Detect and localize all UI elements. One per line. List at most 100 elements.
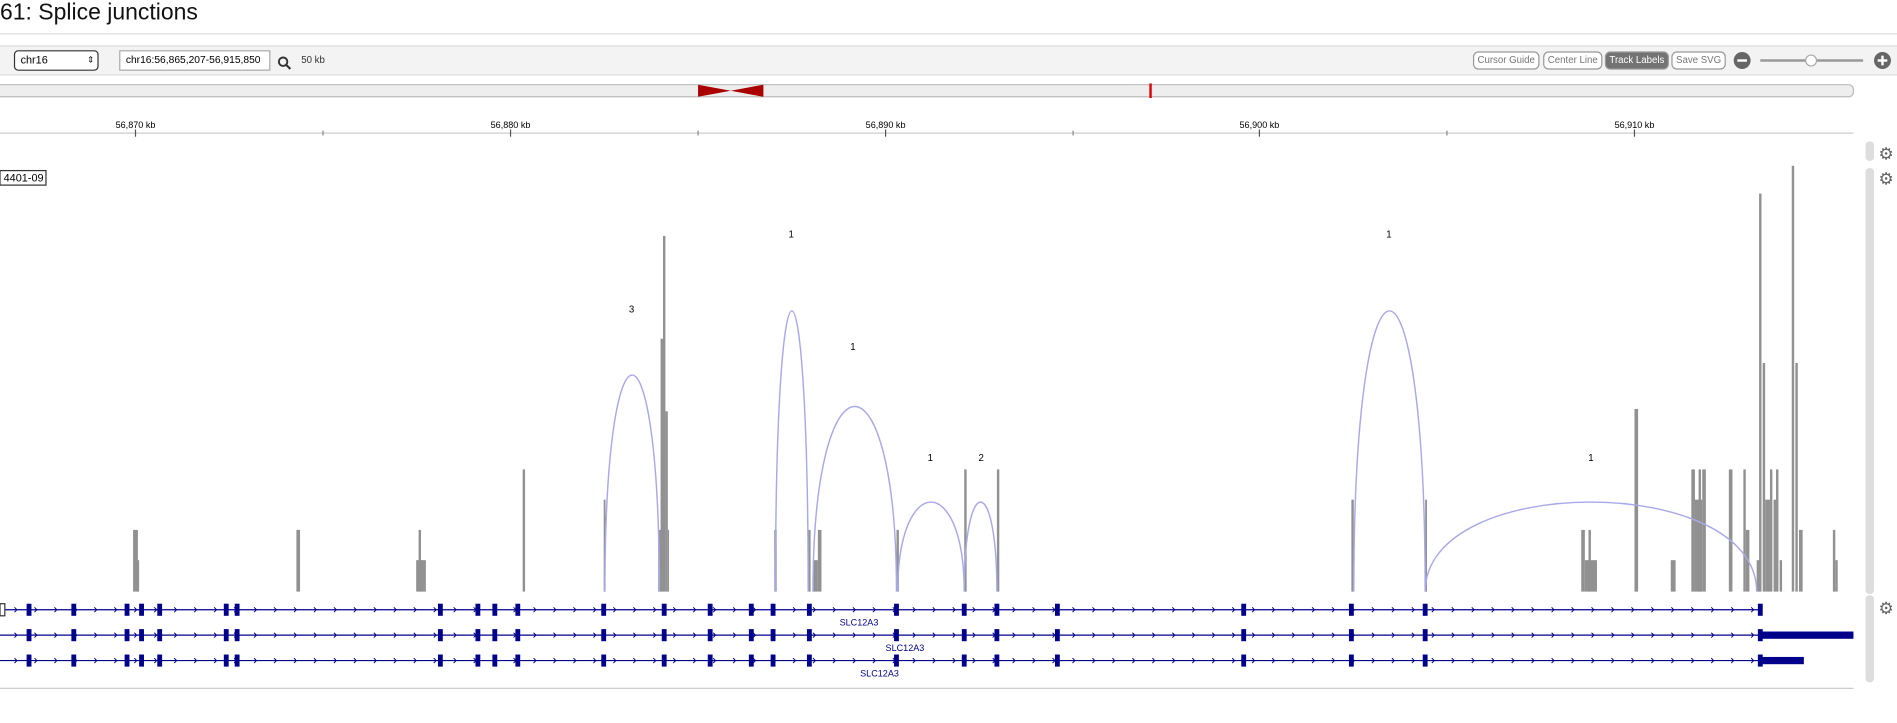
coverage-bar bbox=[896, 529, 899, 592]
exon bbox=[894, 629, 899, 642]
strand-arrow bbox=[652, 632, 657, 638]
strand-arrow bbox=[1471, 606, 1475, 613]
strand-arrow bbox=[1611, 657, 1615, 664]
strand-arrow bbox=[1730, 606, 1735, 613]
strand-arrow bbox=[1371, 606, 1376, 613]
locus-input[interactable] bbox=[119, 50, 271, 71]
strand-arrow bbox=[1571, 657, 1575, 664]
strand-arrow bbox=[1251, 606, 1256, 613]
strand-arrow bbox=[193, 606, 198, 613]
scrollbar[interactable] bbox=[1865, 595, 1875, 683]
settings-gear[interactable]: ⚙ bbox=[1879, 599, 1894, 618]
strand-arrow bbox=[613, 606, 617, 613]
strand-arrow bbox=[153, 657, 158, 664]
page-title: 61: Splice junctions bbox=[0, 0, 198, 24]
scrollbar[interactable] bbox=[1865, 168, 1875, 595]
exon bbox=[437, 629, 443, 642]
ruler-label: 56,880 kb bbox=[491, 120, 531, 130]
strand-arrow bbox=[952, 632, 956, 638]
strand-arrow bbox=[173, 657, 178, 664]
strand-arrow bbox=[253, 606, 258, 613]
strand-arrow bbox=[1451, 657, 1455, 664]
strand-arrow bbox=[433, 632, 437, 638]
exon bbox=[748, 629, 754, 642]
strand-arrow bbox=[253, 632, 258, 638]
strand-arrow bbox=[333, 606, 338, 613]
coverage-bar bbox=[1835, 560, 1838, 592]
strand-arrow bbox=[34, 632, 38, 638]
strand-arrow bbox=[1072, 632, 1076, 638]
junction-count: 1 bbox=[850, 342, 855, 353]
select-arrows: ⇕ bbox=[87, 55, 94, 65]
strand-arrow bbox=[113, 606, 118, 613]
coverage-bar bbox=[296, 529, 301, 592]
coverage-bar bbox=[662, 235, 666, 592]
zoom-in[interactable] bbox=[1874, 52, 1891, 69]
strand-arrow bbox=[1331, 632, 1336, 638]
strand-arrow bbox=[1431, 657, 1435, 664]
coverage-bar bbox=[1728, 469, 1733, 592]
exon bbox=[1054, 629, 1060, 642]
settings-gear[interactable]: ⚙ bbox=[1879, 144, 1894, 163]
exon bbox=[748, 603, 754, 616]
strand-arrow bbox=[273, 657, 278, 664]
strand-arrow bbox=[1152, 606, 1156, 613]
strand-arrow bbox=[872, 657, 876, 664]
strand-arrow bbox=[1012, 606, 1016, 613]
strand-arrow bbox=[752, 606, 757, 613]
toolbar-button[interactable] bbox=[1671, 51, 1726, 70]
junction-count: 3 bbox=[629, 304, 634, 315]
strand-arrow bbox=[1132, 632, 1136, 638]
exon bbox=[707, 654, 713, 667]
exon bbox=[1422, 603, 1428, 616]
exon bbox=[139, 603, 144, 616]
strand-arrow bbox=[373, 632, 377, 638]
strand-arrow bbox=[593, 606, 597, 613]
coverage-bar bbox=[1698, 469, 1702, 592]
chromosome-select[interactable] bbox=[13, 50, 99, 71]
zoom-knob[interactable] bbox=[1805, 54, 1818, 67]
junction-arc bbox=[774, 310, 809, 592]
strand-arrow bbox=[1710, 657, 1715, 664]
button-label: Center Line bbox=[1548, 55, 1598, 66]
strand-arrow bbox=[1491, 606, 1495, 613]
strand-arrow bbox=[113, 657, 118, 664]
exon bbox=[26, 603, 32, 616]
exon bbox=[0, 603, 6, 617]
exon bbox=[515, 654, 521, 667]
strand-arrow bbox=[1591, 632, 1595, 638]
settings-gear[interactable]: ⚙ bbox=[1879, 170, 1894, 189]
strand-arrow bbox=[1072, 606, 1076, 613]
strand-arrow bbox=[1631, 606, 1635, 613]
strand-arrow bbox=[333, 632, 338, 638]
toolbar-button[interactable] bbox=[1543, 51, 1603, 70]
strand-arrow bbox=[353, 606, 357, 613]
strand-arrow bbox=[14, 657, 18, 664]
strand-arrow bbox=[413, 657, 417, 664]
strand-arrow bbox=[553, 606, 557, 613]
coverage-bar bbox=[1743, 469, 1746, 592]
strand-arrow bbox=[1072, 657, 1076, 664]
strand-arrow bbox=[1511, 657, 1515, 664]
ideogram bbox=[0, 84, 1855, 98]
strand-arrow bbox=[832, 657, 837, 664]
strand-arrow bbox=[553, 657, 557, 664]
coverage-bar bbox=[136, 560, 140, 592]
strand-arrow bbox=[972, 632, 976, 638]
coverage-bar bbox=[1634, 408, 1639, 592]
search-button[interactable] bbox=[277, 56, 292, 70]
toolbar-button[interactable] bbox=[1604, 51, 1669, 70]
zoom-out[interactable] bbox=[1733, 52, 1751, 69]
scrollbar[interactable] bbox=[1865, 141, 1875, 161]
strand-arrow bbox=[1671, 657, 1675, 664]
strand-arrow bbox=[712, 606, 717, 613]
strand-arrow bbox=[413, 606, 417, 613]
strand-arrow bbox=[912, 657, 916, 664]
strand-arrow bbox=[1651, 632, 1655, 638]
junction-arc bbox=[963, 501, 998, 592]
strand-arrow bbox=[1171, 632, 1176, 638]
toolbar-button[interactable] bbox=[1472, 51, 1540, 70]
strand-arrow bbox=[293, 606, 298, 613]
strand-arrow bbox=[173, 606, 178, 613]
